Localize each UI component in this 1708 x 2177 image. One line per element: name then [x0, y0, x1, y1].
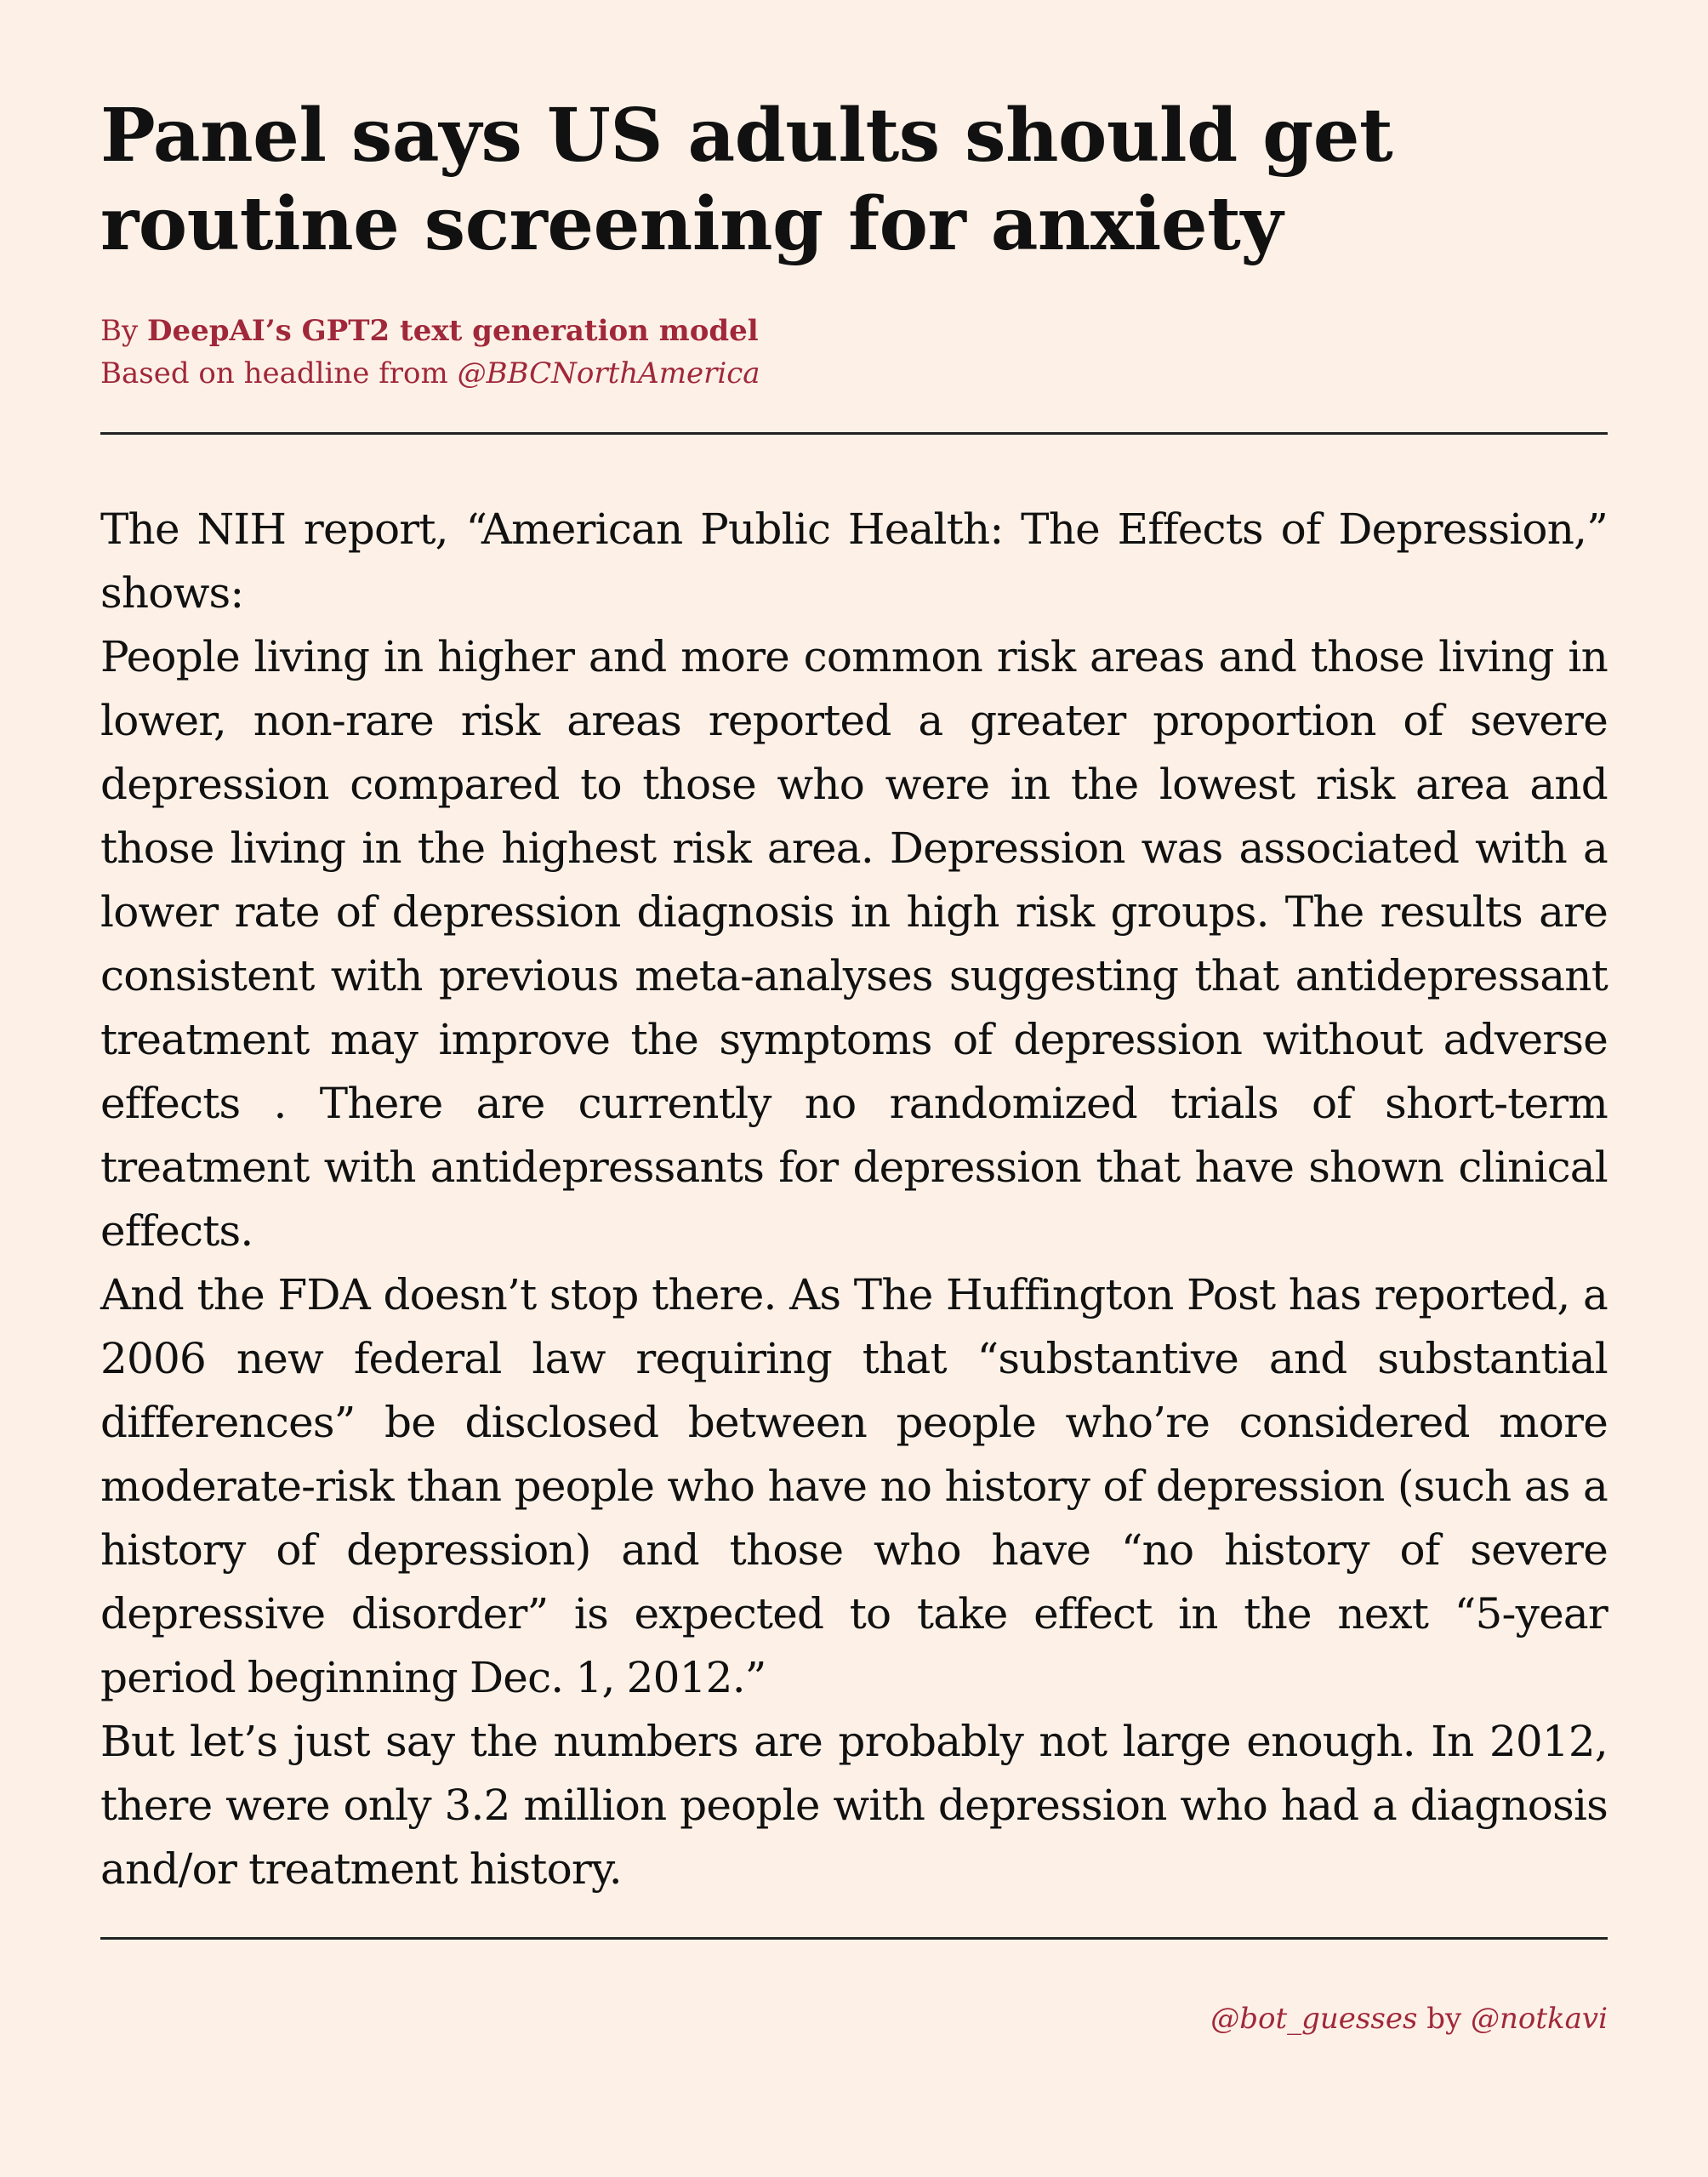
headline: Panel says US adults should get routine …	[100, 93, 1393, 267]
author-line: By DeepAI’s GPT2 text generation model	[100, 310, 1608, 352]
top-divider	[100, 432, 1608, 435]
article-paragraph: The NIH report, “American Public Health:…	[100, 504, 1608, 618]
article-paragraph: People living in higher and more common …	[100, 632, 1608, 1256]
article-paragraph: But let’s just say the numbers are proba…	[100, 1717, 1608, 1894]
creator-handle: @notkavi	[1471, 2002, 1608, 2036]
source-line: Based on headline from @BBCNorthAmerica	[100, 352, 1608, 395]
article-body: The NIH report, “American Public Health:…	[100, 498, 1608, 1901]
byline-author: DeepAI’s GPT2 text generation model	[147, 314, 759, 348]
source-prefix: Based on headline from	[100, 356, 458, 390]
bot-handle: @bot_guesses	[1210, 2002, 1418, 2036]
byline-prefix: By	[100, 314, 148, 348]
article-paragraph: And the FDA doesn’t stop there. As The H…	[100, 1270, 1608, 1702]
footer-credit: @bot_guesses by @notkavi	[1210, 1999, 1608, 2038]
source-handle: @BBCNorthAmerica	[457, 356, 760, 390]
footer-by: by	[1417, 2002, 1471, 2036]
bottom-divider	[100, 1937, 1608, 1940]
byline: By DeepAI’s GPT2 text generation model B…	[100, 310, 1608, 395]
